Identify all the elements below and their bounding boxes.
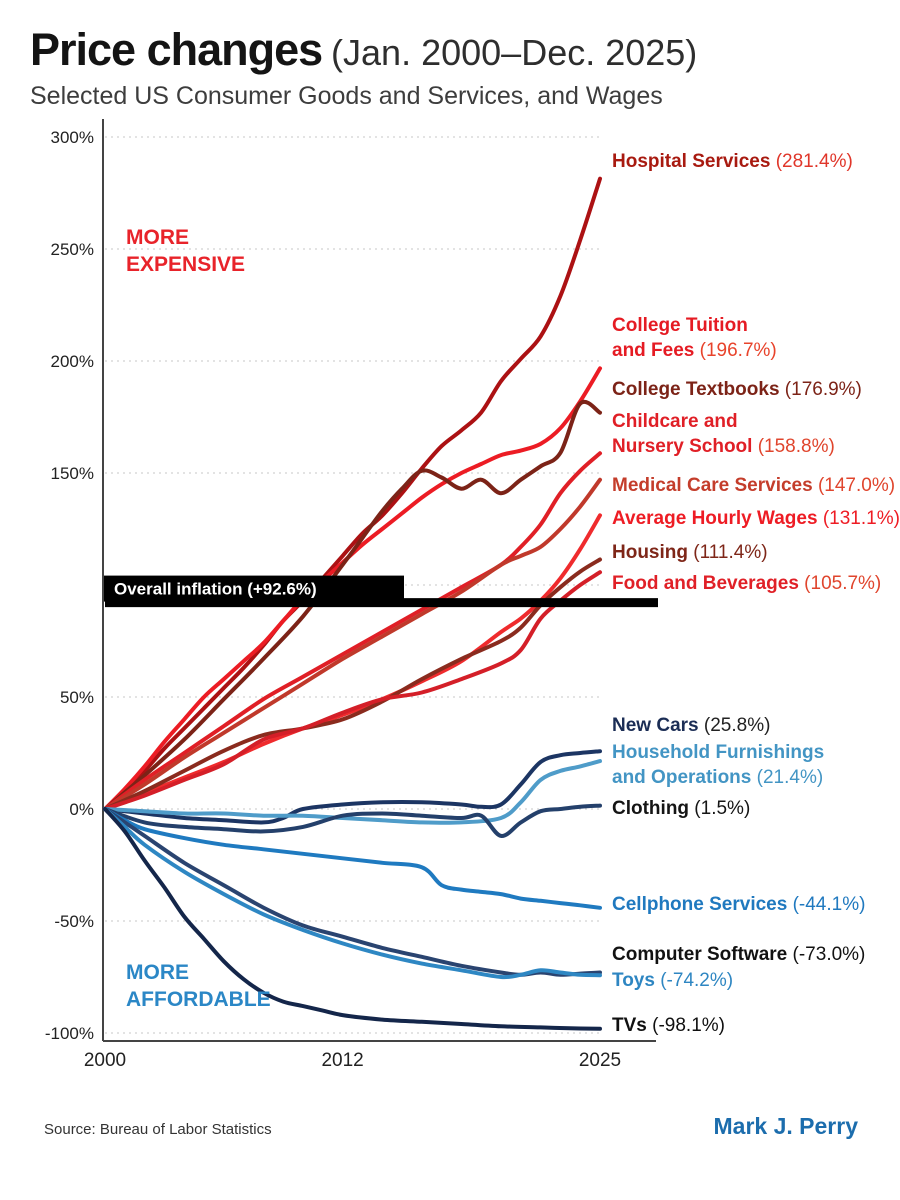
- series-label-medical-care: Medical Care Services (147.0%): [612, 475, 895, 496]
- series-label-childcare: Nursery School (158.8%): [612, 436, 835, 457]
- y-tick-label: 150%: [51, 464, 94, 483]
- annotation-more-affordable: AFFORDABLE: [126, 988, 271, 1011]
- y-tick-label: 50%: [60, 688, 94, 707]
- series-label-household-furnishings: and Operations (21.4%): [612, 767, 823, 788]
- series-line-household-furnishings: [103, 759, 602, 826]
- series-label-college-tuition: and Fees (196.7%): [612, 340, 777, 361]
- series-label-hourly-wages: Average Hourly Wages (131.1%): [612, 508, 900, 529]
- series-label-clothing: Clothing (1.5%): [612, 798, 750, 819]
- y-tick-label: -50%: [54, 912, 94, 931]
- series-line-tvs: [103, 807, 602, 1031]
- annotation-more-expensive: MORE: [126, 226, 189, 249]
- series-label-tvs: TVs (-98.1%): [612, 1015, 725, 1036]
- page-title-range: (Jan. 2000–Dec. 2025): [331, 32, 698, 73]
- series-line-new-cars: [103, 749, 602, 825]
- y-tick-label: 0%: [69, 800, 94, 819]
- series-label-food-beverages: Food and Beverages (105.7%): [612, 573, 881, 594]
- x-tick-label: 2025: [579, 1050, 621, 1071]
- series-line-hourly-wages: [103, 513, 602, 812]
- annotation-more-affordable: MORE: [126, 961, 189, 984]
- page-title: Price changes (Jan. 2000–Dec. 2025): [30, 26, 870, 73]
- series-line-medical-care: [103, 477, 602, 812]
- series-label-hospital-services: Hospital Services (281.4%): [612, 151, 853, 172]
- series-label-housing: Housing (111.4%): [612, 542, 768, 563]
- source-note: Source: Bureau of Labor Statistics: [44, 1121, 272, 1139]
- series-label-computer-software: Computer Software (-73.0%): [612, 944, 865, 965]
- footer: Source: Bureau of Labor Statistics Mark …: [0, 1113, 900, 1140]
- series-label-childcare: Childcare and: [612, 411, 738, 432]
- annotation-more-expensive: EXPENSIVE: [126, 253, 245, 276]
- page-title-main: Price changes: [30, 24, 323, 75]
- y-tick-label: -100%: [45, 1024, 94, 1043]
- page-subtitle: Selected US Consumer Goods and Services,…: [30, 82, 663, 111]
- series-label-household-furnishings: Household Furnishings: [612, 742, 824, 763]
- series-line-toys: [103, 807, 602, 980]
- series-line-hospital-services: [103, 176, 602, 812]
- overall-inflation-label-box: [104, 575, 404, 602]
- overall-inflation-label: Overall inflation (+92.6%): [114, 580, 317, 599]
- series-label-college-textbooks: College Textbooks (176.9%): [612, 379, 862, 400]
- series-line-food-beverages: [103, 570, 602, 812]
- series-label-toys: Toys (-74.2%): [612, 970, 733, 991]
- y-tick-label: 250%: [51, 240, 94, 259]
- series-line-cellphone-services: [103, 807, 602, 911]
- price-change-chart: 300% 250% 200% 150% 50% 0% -50% -100% 2000 2012 20…: [45, 119, 900, 1071]
- x-tick-label: 2000: [84, 1050, 126, 1071]
- series-line-college-textbooks: [103, 400, 602, 812]
- series-line-childcare: [103, 451, 602, 812]
- header: Price changes (Jan. 2000–Dec. 2025) Sele…: [0, 0, 900, 111]
- x-tick-label: 2012: [321, 1050, 363, 1071]
- series-label-cellphone-services: Cellphone Services (-44.1%): [612, 894, 865, 915]
- series-label-new-cars: New Cars (25.8%): [612, 715, 770, 736]
- series-line-clothing: [103, 803, 602, 839]
- series-line-housing: [103, 557, 602, 812]
- credit: Mark J. Perry: [713, 1113, 858, 1140]
- y-tick-label: 300%: [51, 128, 94, 147]
- series-label-college-tuition: College Tuition: [612, 315, 748, 336]
- series-line-computer-software: [103, 807, 602, 978]
- y-tick-label: 200%: [51, 352, 94, 371]
